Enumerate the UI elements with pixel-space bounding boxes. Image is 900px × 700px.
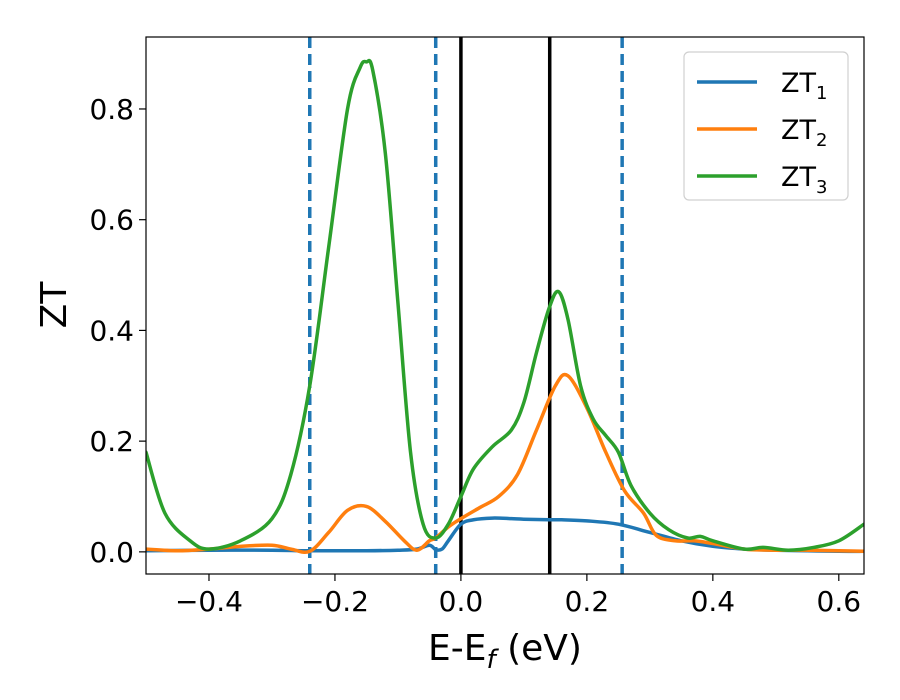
x-tick-label: 0.4 (691, 585, 736, 618)
x-axis-label: E-Ef (eV) (428, 628, 582, 675)
legend-label-zt-2: ZT2 (781, 115, 827, 151)
x-axis: −0.4 −0.2 0.0 0.2 0.4 0.6 (175, 574, 861, 618)
reference-lines (308, 37, 624, 574)
plot-frame (145, 36, 865, 575)
y-axis: 0.0 0.2 0.4 0.6 0.8 (89, 93, 146, 569)
y-tick-label: 0.8 (89, 93, 134, 126)
x-tick-label: 0.2 (565, 585, 610, 618)
legend-label-zt-3: ZT3 (781, 162, 827, 198)
y-tick-label: 0.4 (89, 314, 134, 347)
legend-label-zt-1: ZT1 (781, 68, 827, 104)
series-layer (146, 58, 864, 555)
legend-box (683, 51, 849, 201)
y-tick-label: 0.6 (89, 204, 134, 237)
y-axis-label: ZT (34, 281, 75, 329)
x-axis-label-main: E-E (428, 628, 486, 669)
series-line-zt-2 (146, 372, 864, 555)
legend: ZT1 ZT2 ZT3 (683, 51, 849, 201)
x-tick-label: −0.4 (175, 585, 243, 618)
x-tick-label: 0.6 (817, 585, 862, 618)
x-tick-label: −0.2 (301, 585, 369, 618)
series-line-zt-1 (146, 516, 864, 554)
x-axis-label-unit: (eV) (496, 628, 582, 669)
series-line-zt-3 (146, 58, 864, 552)
y-tick-label: 0.2 (89, 425, 134, 458)
x-tick-label: 0.0 (439, 585, 484, 618)
y-tick-label: 0.0 (89, 536, 134, 569)
